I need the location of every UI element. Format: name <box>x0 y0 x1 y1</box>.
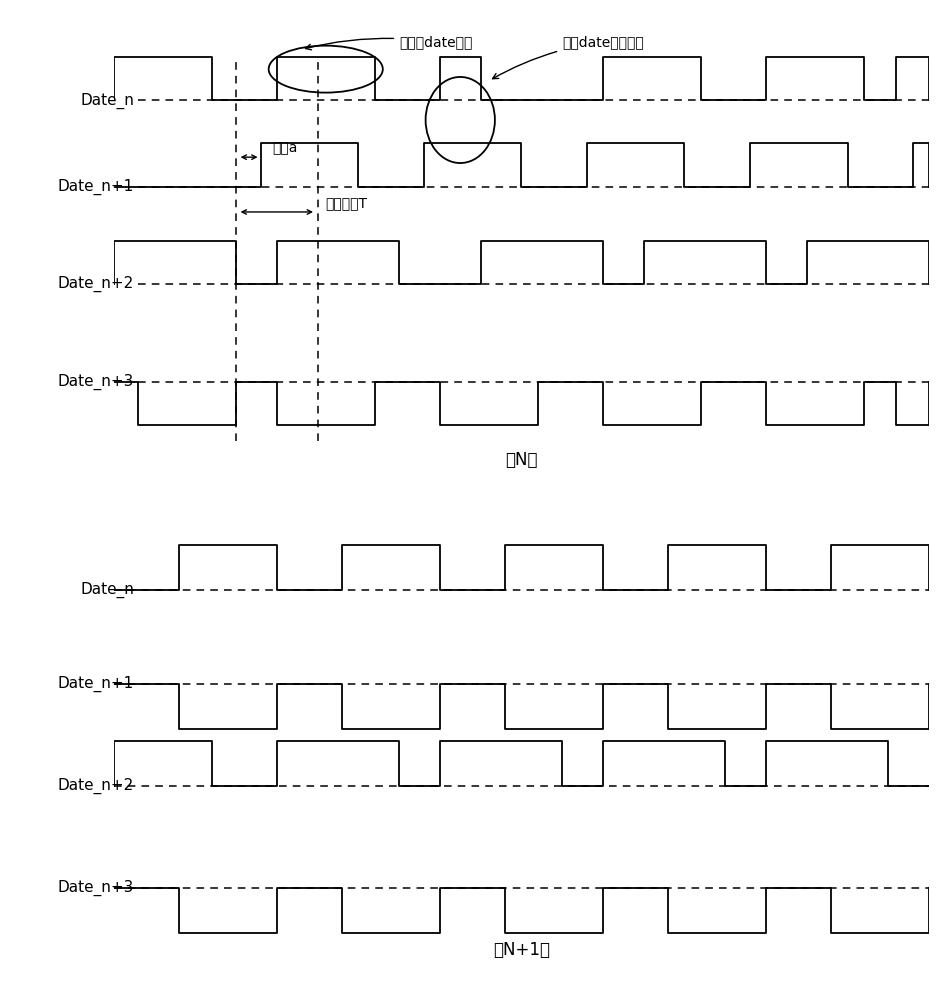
Text: Date_n+3: Date_n+3 <box>58 880 135 896</box>
Text: Date_n+2: Date_n+2 <box>58 778 135 794</box>
Text: 第N+1帧: 第N+1帧 <box>493 941 550 959</box>
Text: Date_n+3: Date_n+3 <box>58 374 135 390</box>
Text: 充电周期T: 充电周期T <box>326 196 368 210</box>
Text: 正常的date信号: 正常的date信号 <box>305 35 472 50</box>
Text: Date_n+2: Date_n+2 <box>58 276 135 292</box>
Text: Date_n: Date_n <box>81 581 135 598</box>
Text: Date_n+1: Date_n+1 <box>58 676 135 692</box>
Text: Date_n+1: Date_n+1 <box>58 178 135 195</box>
Text: 时间a: 时间a <box>273 141 298 155</box>
Text: 减少date充电时间: 减少date充电时间 <box>493 35 644 79</box>
Text: 第N帧: 第N帧 <box>505 451 538 469</box>
Text: Date_n: Date_n <box>81 92 135 109</box>
